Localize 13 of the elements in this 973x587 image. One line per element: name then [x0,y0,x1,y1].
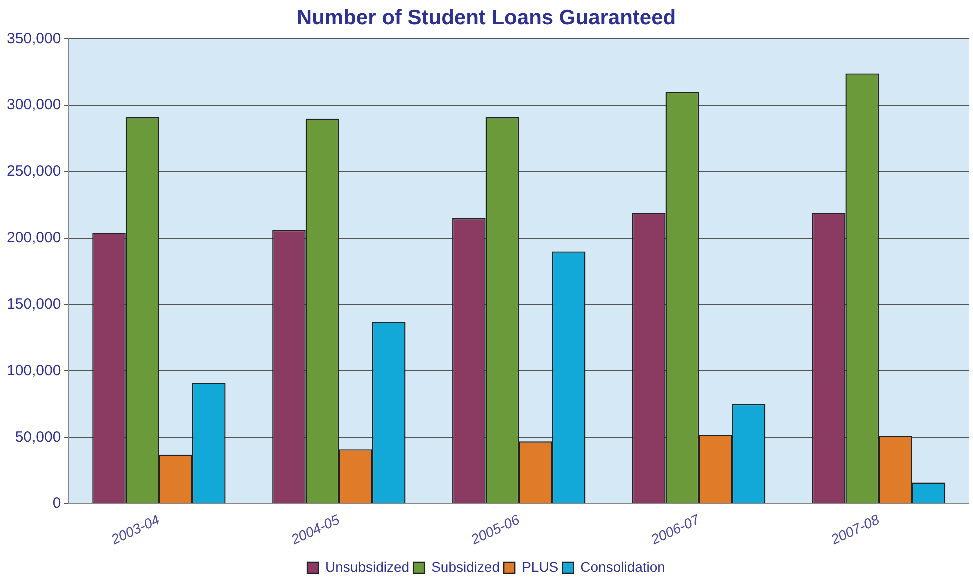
chart-title: Number of Student Loans Guaranteed [296,6,676,30]
y-tick-label: 200,000 [6,230,62,247]
y-tick-label: 0 [52,495,62,512]
y-tick-label: 100,000 [6,362,62,380]
legend-label: PLUS [522,558,559,575]
legend-label: Subsidized [432,558,500,575]
y-tick-label: 150,000 [6,296,62,313]
y-tick-label: 300,000 [6,96,62,114]
legend-label: Consolidation [580,558,666,575]
y-tick-label: 250,000 [6,163,62,180]
y-tick-label: 350,000 [6,30,62,48]
y-tick-label: 50,000 [15,428,62,446]
legend-label: Unsubsidized [326,558,410,575]
